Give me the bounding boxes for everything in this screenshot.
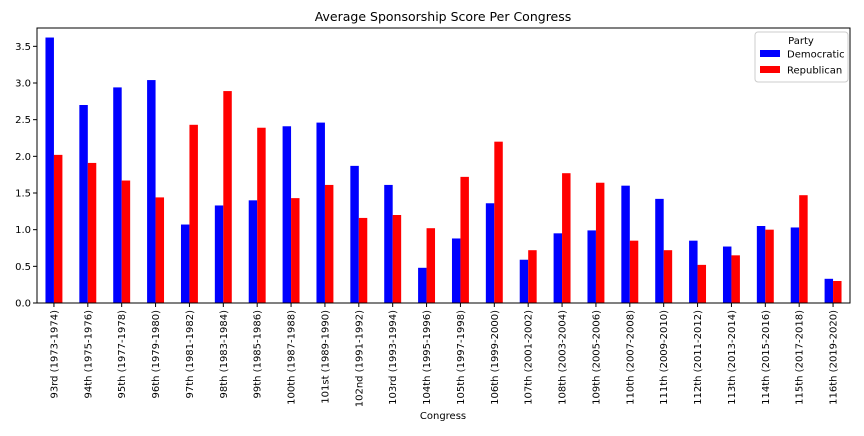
bar-democratic [621,185,630,303]
bar-republican [392,215,402,303]
x-tick-label: 103rd (1993-1994) [388,310,399,405]
plot-frame [36,27,851,304]
legend-swatch-democratic [760,50,780,57]
bar-republican [494,141,503,303]
x-tick-label: 93rd (1973-1974) [49,310,60,399]
x-tick-label: 98th (1983-1984) [219,310,230,399]
bar-republican [155,197,165,303]
bar-democratic [147,80,156,303]
x-tick-label: 97th (1981-1982) [185,310,196,399]
bar-republican [697,264,707,303]
x-tick-label: 108th (2003-2004) [558,310,569,405]
x-tick-label: 105th (1997-1998) [456,310,467,405]
bar-republican [426,228,436,303]
bar-republican [799,195,808,303]
bar-republican [765,229,774,303]
x-tick-label: 106th (1999-2000) [490,310,501,405]
bar-democratic [316,122,325,303]
bar-democratic [790,227,800,303]
y-tick-label: 3.0 [15,79,31,90]
bar-republican [833,281,842,303]
x-tick-label: 113th (2013-2014) [727,310,738,405]
bar-democratic [485,203,495,303]
bar-republican [562,173,571,303]
bar-democratic [553,233,563,303]
bar-republican [87,162,97,303]
x-tick-label: 95th (1977-1978) [117,310,128,399]
bar-republican [53,154,63,303]
axes-layer: 0.0 0.5 1.0 1.5 2.0 2.5 3.0 3.5 93rd (1973-1974)… [15,27,851,407]
y-tick-label: 1.0 [15,225,31,236]
x-tick-label: 107th (2001-2002) [524,310,535,405]
x-tick-label: 115th (2017-2018) [795,310,806,405]
y-tick-label: 3.5 [15,42,31,53]
x-tick-label: 100th (1987-1988) [287,310,298,405]
x-tick-label: 111th (2009-2010) [659,310,670,405]
bar-republican [460,176,469,303]
y-tick-label: 0.0 [15,299,31,310]
bar-republican [324,184,334,303]
legend-title: Party [788,36,814,47]
bar-democratic [519,259,529,303]
bar-republican [291,198,300,303]
bar-democratic [180,224,190,303]
x-tick-label: 110th (2007-2008) [625,310,636,405]
bar-democratic [214,205,224,303]
bar-democratic [689,240,698,303]
x-tick-label: 94th (1975-1976) [83,310,94,399]
x-tick-label: 99th (1985-1986) [253,310,264,399]
legend-label-democratic: Democratic [787,50,845,61]
bar-democratic [722,246,732,303]
x-tick-label: 109th (2005-2006) [591,310,602,405]
x-axis-label: Congress [420,411,466,422]
bar-democratic [756,226,766,303]
y-tick-label: 2.0 [15,152,31,163]
bar-republican [629,240,639,303]
y-tick-label: 0.5 [15,262,31,273]
bar-republican [663,250,673,303]
x-tick-label: 101st (1989-1990) [320,310,331,404]
bar-democratic [350,165,359,303]
bar-republican [358,217,368,303]
bar-democratic [824,278,834,303]
bar-democratic [113,87,122,304]
x-tick-label: 114th (2015-2016) [761,310,772,405]
bars-layer [45,37,842,304]
bar-republican [731,255,740,303]
bar-democratic [451,238,461,303]
bar-republican [189,124,198,303]
chart-title: Average Sponsorship Score Per Congress [315,9,572,24]
bar-democratic [79,105,88,303]
bar-republican [121,180,131,303]
bar-democratic [45,37,54,303]
bar-democratic [587,230,596,303]
x-tick-label: 96th (1979-1980) [151,310,162,399]
bar-republican [595,182,605,303]
bar-republican [528,250,537,303]
bar-democratic [418,267,427,303]
bar-republican [257,127,266,303]
y-tick-label: 1.5 [15,189,31,200]
bar-democratic [384,184,393,303]
x-tick-label: 112th (2011-2012) [693,310,704,405]
legend: Party Democratic Republican [754,31,849,83]
x-tick-label: 102nd (1991-1992) [354,310,365,407]
bar-democratic [655,198,664,303]
y-tick-label: 2.5 [15,115,31,126]
bar-democratic [282,126,292,304]
legend-label-republican: Republican [787,66,842,77]
bar-democratic [248,200,258,303]
bar-republican [223,91,232,303]
x-tick-label: 116th (2019-2020) [829,310,840,405]
legend-swatch-republican [760,66,780,73]
x-tick-label: 104th (1995-1996) [422,310,433,405]
